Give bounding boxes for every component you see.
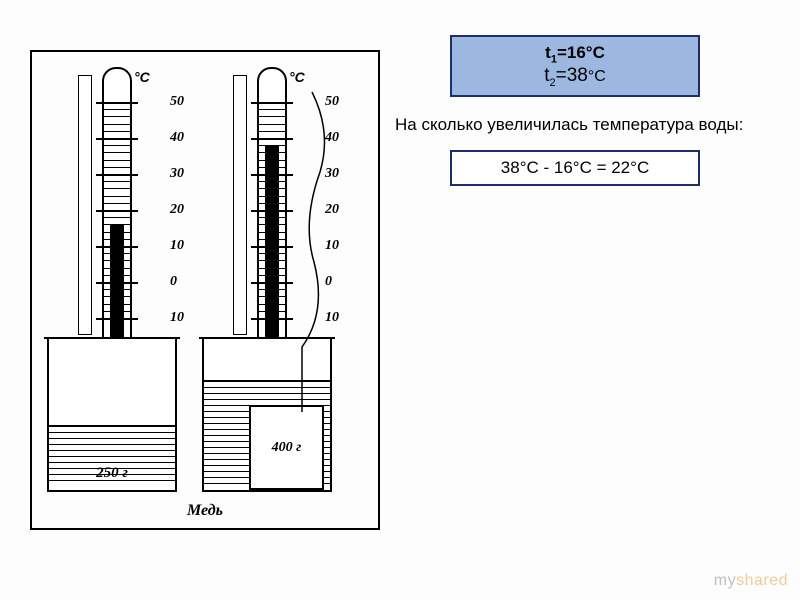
question-text: На сколько увеличилась температура воды:: [395, 115, 790, 135]
thermo-inner-2: [233, 75, 247, 335]
metal-label: 400 г: [251, 440, 322, 456]
t2-line: t2=38°С: [464, 65, 686, 89]
wire: [272, 82, 342, 422]
watermark: myshared: [714, 572, 788, 590]
thermo-inner-1: [78, 75, 92, 335]
beaker-label-1: 250 г: [49, 465, 175, 482]
experiment-frame: °C 5040302010010 °C 5040302010010 250 г …: [30, 50, 380, 530]
t1-line: t1=16°С: [464, 43, 686, 65]
unit-label-1: °C: [134, 69, 150, 85]
calc-text: 38°С - 16°С = 22°С: [501, 158, 649, 177]
temperatures-box: t1=16°С t2=38°С: [450, 35, 700, 97]
material-label: Медь: [32, 502, 378, 520]
beaker-rim-1: [44, 337, 180, 339]
calculation-box: 38°С - 16°С = 22°С: [450, 150, 700, 186]
beaker-1: 250 г: [47, 337, 177, 492]
scale-1: 5040302010010: [102, 87, 132, 327]
